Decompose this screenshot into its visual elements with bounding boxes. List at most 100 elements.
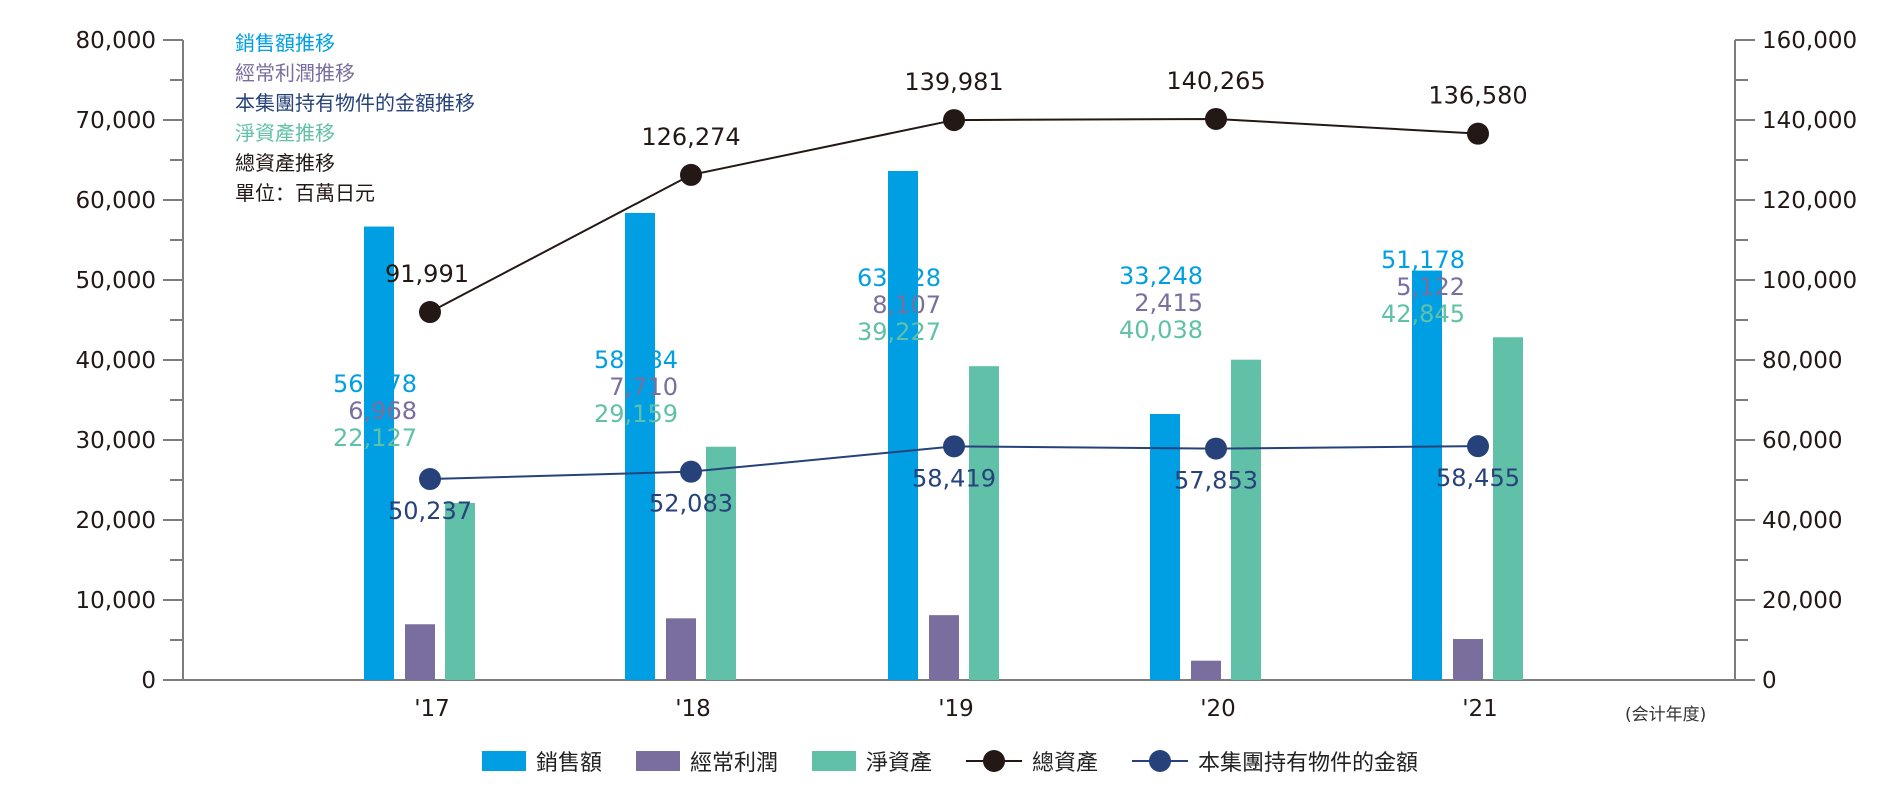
- bar-sales: [1150, 414, 1180, 680]
- data-label-sales: 56,678: [333, 370, 417, 398]
- data-label-group-property: 58,455: [1436, 464, 1520, 492]
- point-group-property: [943, 435, 965, 458]
- data-label-net-assets: 22,127: [333, 424, 417, 452]
- point-total-assets: [1205, 107, 1227, 130]
- legend-item-group-property: 本集團持有物件的金額: [1132, 745, 1418, 777]
- point-group-property: [680, 460, 702, 483]
- left-tick-label: 40,000: [76, 348, 156, 374]
- bar-net-assets: [706, 446, 736, 680]
- left-tick-label: 10,000: [76, 588, 156, 614]
- data-label-sales: 33,248: [1119, 262, 1203, 290]
- left-tick-label: 70,000: [76, 108, 156, 134]
- bar-sales: [364, 226, 394, 681]
- left-tick-label: 20,000: [76, 508, 156, 534]
- data-label-sales: 51,178: [1381, 246, 1465, 274]
- data-label-net-assets: 42,845: [1381, 300, 1465, 328]
- right-tick-label: 80,000: [1762, 348, 1842, 374]
- legend-item-sales: 銷售額: [481, 745, 602, 777]
- legend-swatch-group-property: [1132, 749, 1189, 773]
- x-tick-label: '18: [675, 696, 711, 722]
- bar-ordinary-profit: [666, 618, 696, 680]
- data-label-ordinary-profit: 8,107: [872, 291, 941, 319]
- legend-swatch-net-assets: [811, 751, 856, 771]
- data-label-net-assets: 39,227: [857, 318, 941, 346]
- bar-sales: [1412, 270, 1442, 680]
- legend-swatch-total-assets: [966, 749, 1022, 773]
- left-tick-label: 60,000: [76, 188, 156, 214]
- legend-label-net-assets: 淨資產: [865, 751, 932, 776]
- note-total-assets: 總資產推移: [235, 151, 335, 175]
- right-tick-label: 140,000: [1762, 108, 1857, 134]
- data-label-total-assets: 91,991: [385, 260, 469, 288]
- x-axis-note: (会计年度): [1625, 705, 1707, 725]
- note-group-property: 本集團持有物件的金額推移: [235, 91, 475, 115]
- data-label-sales: 58,384: [594, 346, 678, 374]
- data-label-total-assets: 139,981: [904, 68, 1003, 96]
- data-label-group-property: 52,083: [649, 490, 733, 518]
- right-tick-label: 20,000: [1762, 588, 1842, 614]
- legend-label-ordinary-profit: 經常利潤: [689, 751, 778, 776]
- legend-label-group-property: 本集團持有物件的金額: [1198, 751, 1419, 776]
- series-notes: 銷售額推移 經常利潤推移 本集團持有物件的金額推移 淨資產推移 總資產推移 單位…: [235, 28, 475, 208]
- legend-item-total-assets: 總資產: [966, 745, 1098, 777]
- point-total-assets: [419, 301, 441, 324]
- data-label-net-assets: 29,159: [594, 400, 678, 428]
- bar-ordinary-profit: [929, 615, 959, 680]
- legend-item-net-assets: 淨資產: [811, 745, 932, 777]
- x-tick-label: '19: [938, 696, 974, 722]
- data-label-ordinary-profit: 5,122: [1396, 273, 1465, 301]
- bar-net-assets: [1231, 359, 1261, 680]
- point-group-property: [1205, 437, 1227, 460]
- data-label-total-assets: 140,265: [1166, 67, 1265, 95]
- left-tick-label: 30,000: [76, 428, 156, 454]
- point-group-property: [419, 468, 441, 491]
- legend-label-sales: 銷售額: [535, 751, 602, 776]
- left-tick-label: 50,000: [76, 268, 156, 294]
- bar-ordinary-profit: [405, 624, 435, 680]
- data-label-group-property: 58,419: [912, 464, 996, 492]
- right-tick-label: 100,000: [1762, 268, 1857, 294]
- note-net-assets: 淨資產推移: [235, 121, 335, 145]
- right-tick-label: 60,000: [1762, 428, 1842, 454]
- x-tick-label: '21: [1462, 696, 1498, 722]
- note-unit: 單位：百萬日元: [235, 181, 375, 205]
- bar-sales: [625, 212, 655, 681]
- right-tick-label: 160,000: [1762, 28, 1857, 54]
- left-tick-label: 0: [141, 668, 156, 694]
- note-sales: 銷售額推移: [235, 31, 335, 55]
- data-label-total-assets: 126,274: [641, 123, 740, 151]
- legend-swatch-ordinary-profit: [635, 751, 680, 771]
- bar-sales: [888, 170, 918, 680]
- data-label-group-property: 50,237: [388, 497, 472, 525]
- x-tick-label: '17: [414, 696, 450, 722]
- note-ordinary-profit: 經常利潤推移: [235, 61, 355, 85]
- data-label-net-assets: 40,038: [1119, 316, 1203, 344]
- data-label-ordinary-profit: 2,415: [1134, 289, 1203, 317]
- point-total-assets: [1467, 122, 1489, 145]
- data-label-sales: 63,628: [857, 264, 941, 292]
- legend: 銷售額 經常利潤 淨資產 總資產 本集團持有物件的金額: [0, 744, 1900, 778]
- bar-net-assets: [445, 502, 475, 680]
- legend-label-total-assets: 總資產: [1032, 751, 1099, 776]
- point-group-property: [1467, 435, 1489, 458]
- bar-net-assets: [969, 366, 999, 680]
- point-total-assets: [680, 163, 702, 186]
- data-label-ordinary-profit: 7,710: [609, 373, 678, 401]
- right-tick-label: 120,000: [1762, 188, 1857, 214]
- bar-ordinary-profit: [1191, 660, 1221, 680]
- bar-net-assets: [1493, 337, 1523, 680]
- right-tick-label: 0: [1762, 668, 1777, 694]
- legend-swatch-sales: [481, 751, 526, 771]
- data-label-total-assets: 136,580: [1428, 82, 1527, 110]
- x-tick-label: '20: [1200, 696, 1236, 722]
- left-tick-label: 80,000: [76, 28, 156, 54]
- bar-ordinary-profit: [1453, 639, 1483, 680]
- line-total-assets: [429, 117, 1479, 313]
- data-label-ordinary-profit: 6,968: [348, 397, 417, 425]
- point-total-assets: [943, 109, 965, 132]
- data-label-group-property: 57,853: [1174, 467, 1258, 495]
- right-tick-label: 40,000: [1762, 508, 1842, 534]
- legend-item-ordinary-profit: 經常利潤: [635, 745, 778, 777]
